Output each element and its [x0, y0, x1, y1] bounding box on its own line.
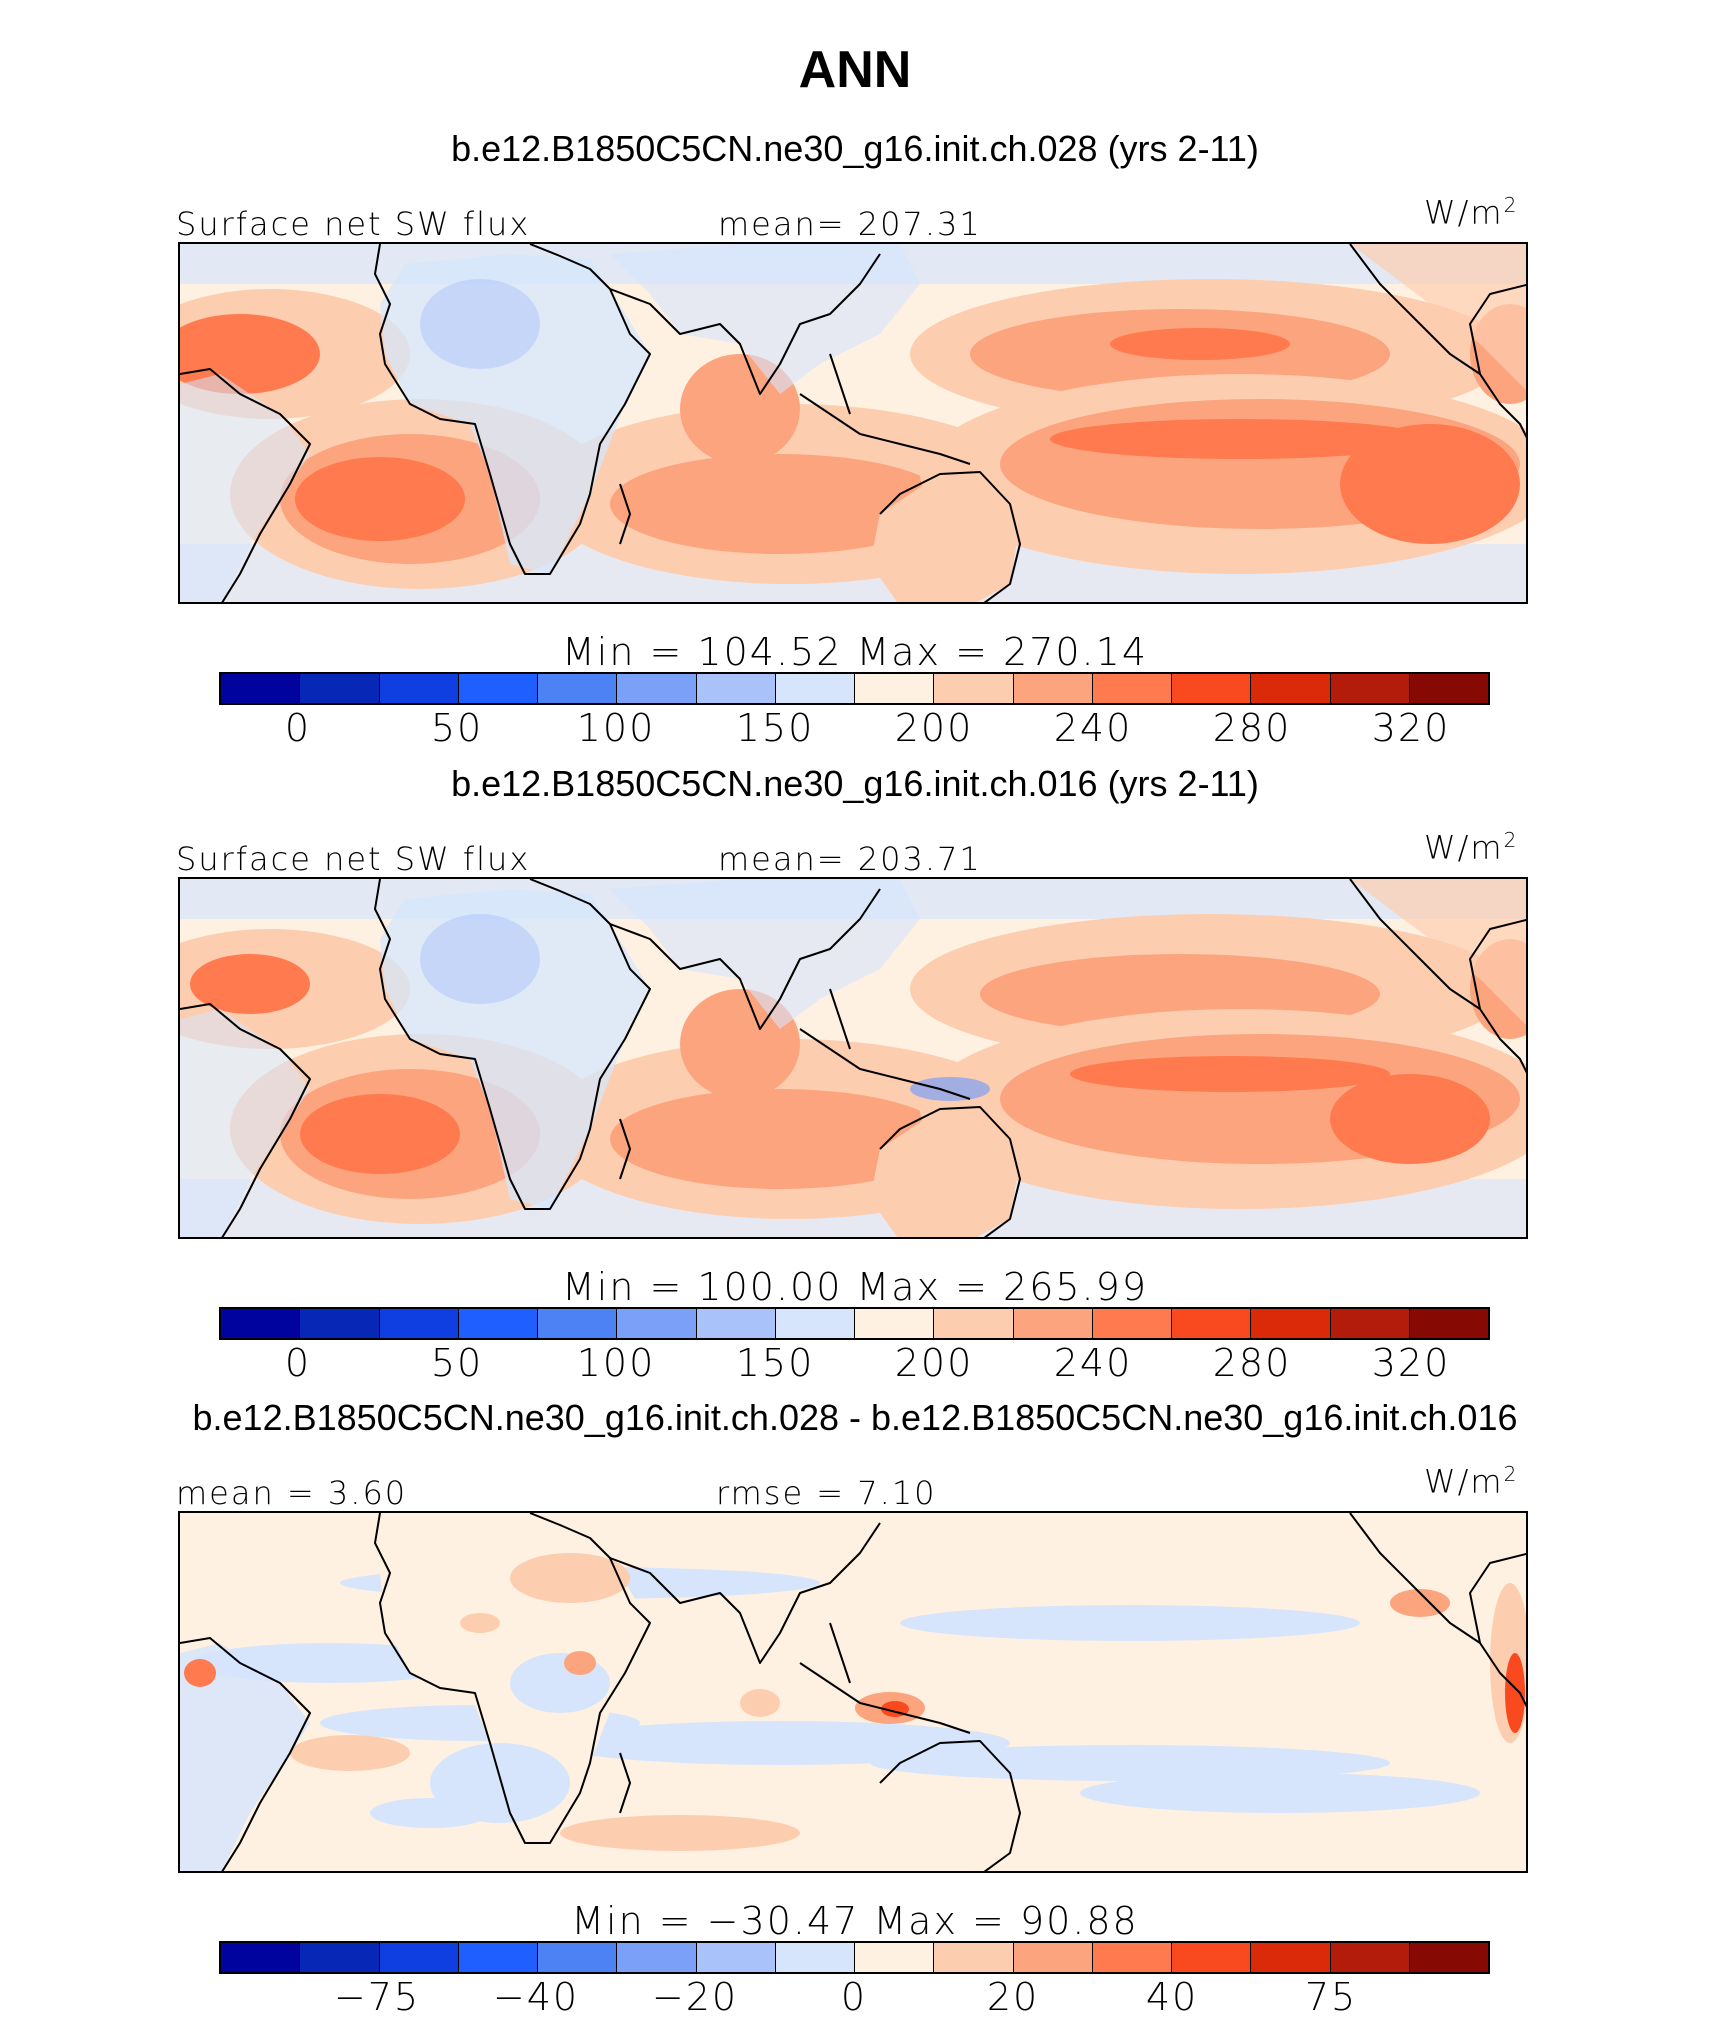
panel-2-mean-label: mean= 203.71 — [718, 840, 982, 878]
panel-1-minmax: Min = 104.52 Max = 270.14 — [562, 630, 1148, 674]
tick: 200 — [894, 706, 974, 750]
colorbar-swatch — [538, 674, 618, 703]
tick: 320 — [1371, 1341, 1451, 1385]
colorbar-swatch — [1092, 1943, 1172, 1972]
tick: 150 — [735, 706, 815, 750]
colorbar-swatch — [934, 1943, 1014, 1972]
colorbar-swatch — [617, 1309, 697, 1338]
panel-3-title: b.e12.B1850C5CN.ne30_g16.init.ch.028 - b… — [192, 1397, 1518, 1438]
panel-1-mean-label: mean= 207.31 — [718, 205, 982, 243]
colorbar-swatch — [1409, 1943, 1488, 1972]
tick: 50 — [430, 1341, 484, 1385]
colorbar-swatch — [1409, 674, 1488, 703]
colorbar-swatch — [1251, 1309, 1331, 1338]
tick: 50 — [430, 706, 484, 750]
colorbar-swatch — [458, 1309, 538, 1338]
colorbar-swatch — [696, 1943, 776, 1972]
panel-3-minmax: Min = −30.47 Max = 90.88 — [571, 1899, 1139, 1943]
panel-3-mean-label: mean = 3.60 — [176, 1474, 408, 1512]
tick: 0 — [840, 1975, 868, 2019]
tick: 75 — [1304, 1975, 1358, 2019]
tick: 20 — [986, 1975, 1040, 2019]
colorbar-swatch — [300, 1943, 380, 1972]
colorbar-swatch — [379, 1943, 459, 1972]
tick: 240 — [1053, 706, 1133, 750]
tick: 200 — [894, 1341, 974, 1385]
panel-1-map — [178, 242, 1528, 604]
figure-title: ANN — [798, 41, 912, 99]
panel-1-units: W/m2 — [1424, 193, 1519, 232]
colorbar-swatch — [696, 1309, 776, 1338]
panel-2-colorbar — [219, 1307, 1490, 1340]
colorbar-swatch — [458, 1943, 538, 1972]
colorbar-swatch — [934, 1309, 1014, 1338]
tick: 240 — [1053, 1341, 1133, 1385]
colorbar-swatch — [1330, 1943, 1410, 1972]
tick: 280 — [1212, 1341, 1292, 1385]
panel-2-map — [178, 877, 1528, 1239]
panel-3-units: W/m2 — [1424, 1462, 1519, 1501]
colorbar-swatch — [1092, 1309, 1172, 1338]
colorbar-swatch — [221, 674, 301, 703]
colorbar-swatch — [379, 674, 459, 703]
panel-1-colorbar — [219, 672, 1490, 705]
colorbar-swatch — [1409, 1309, 1488, 1338]
tick: −40 — [492, 1975, 580, 2019]
tick: 0 — [284, 1341, 312, 1385]
tick: 280 — [1212, 706, 1292, 750]
tick: 150 — [735, 1341, 815, 1385]
colorbar-swatch — [221, 1943, 301, 1972]
colorbar-swatch — [1172, 674, 1252, 703]
colorbar-swatch — [617, 1943, 697, 1972]
tick: −75 — [333, 1975, 421, 2019]
colorbar-swatch — [855, 1309, 935, 1338]
panel-1-title: b.e12.B1850C5CN.ne30_g16.init.ch.028 (yr… — [451, 128, 1259, 169]
colorbar-swatch — [934, 674, 1014, 703]
tick: 100 — [576, 1341, 656, 1385]
colorbar-swatch — [300, 674, 380, 703]
tick: 0 — [284, 706, 312, 750]
tick: 320 — [1371, 706, 1451, 750]
tick: 100 — [576, 706, 656, 750]
colorbar-swatch — [1172, 1309, 1252, 1338]
panel-1-variable-label: Surface net SW flux — [176, 205, 531, 243]
colorbar-swatch — [300, 1309, 380, 1338]
colorbar-swatch — [855, 674, 935, 703]
panel-2-variable-label: Surface net SW flux — [176, 840, 531, 878]
colorbar-swatch — [1013, 1943, 1093, 1972]
tick: −20 — [651, 1975, 739, 2019]
colorbar-swatch — [775, 1943, 855, 1972]
colorbar-swatch — [458, 674, 538, 703]
colorbar-swatch — [538, 1943, 618, 1972]
colorbar-swatch — [1172, 1943, 1252, 1972]
colorbar-swatch — [1013, 674, 1093, 703]
colorbar-swatch — [538, 1309, 618, 1338]
panel-2-units: W/m2 — [1424, 828, 1519, 867]
panel-3-map — [178, 1511, 1528, 1873]
colorbar-swatch — [1330, 674, 1410, 703]
colorbar-swatch — [696, 674, 776, 703]
colorbar-swatch — [775, 674, 855, 703]
colorbar-swatch — [1092, 674, 1172, 703]
colorbar-swatch — [617, 674, 697, 703]
colorbar-swatch — [1251, 1943, 1331, 1972]
colorbar-swatch — [855, 1943, 935, 1972]
panel-2-title: b.e12.B1850C5CN.ne30_g16.init.ch.016 (yr… — [451, 763, 1259, 804]
colorbar-swatch — [1251, 674, 1331, 703]
colorbar-swatch — [221, 1309, 301, 1338]
tick: 40 — [1145, 1975, 1199, 2019]
panel-3-colorbar — [219, 1941, 1490, 1974]
panel-2-minmax: Min = 100.00 Max = 265.99 — [562, 1265, 1148, 1309]
colorbar-swatch — [775, 1309, 855, 1338]
colorbar-swatch — [379, 1309, 459, 1338]
colorbar-swatch — [1013, 1309, 1093, 1338]
colorbar-swatch — [1330, 1309, 1410, 1338]
panel-3-rmse-label: rmse = 7.10 — [716, 1474, 937, 1512]
